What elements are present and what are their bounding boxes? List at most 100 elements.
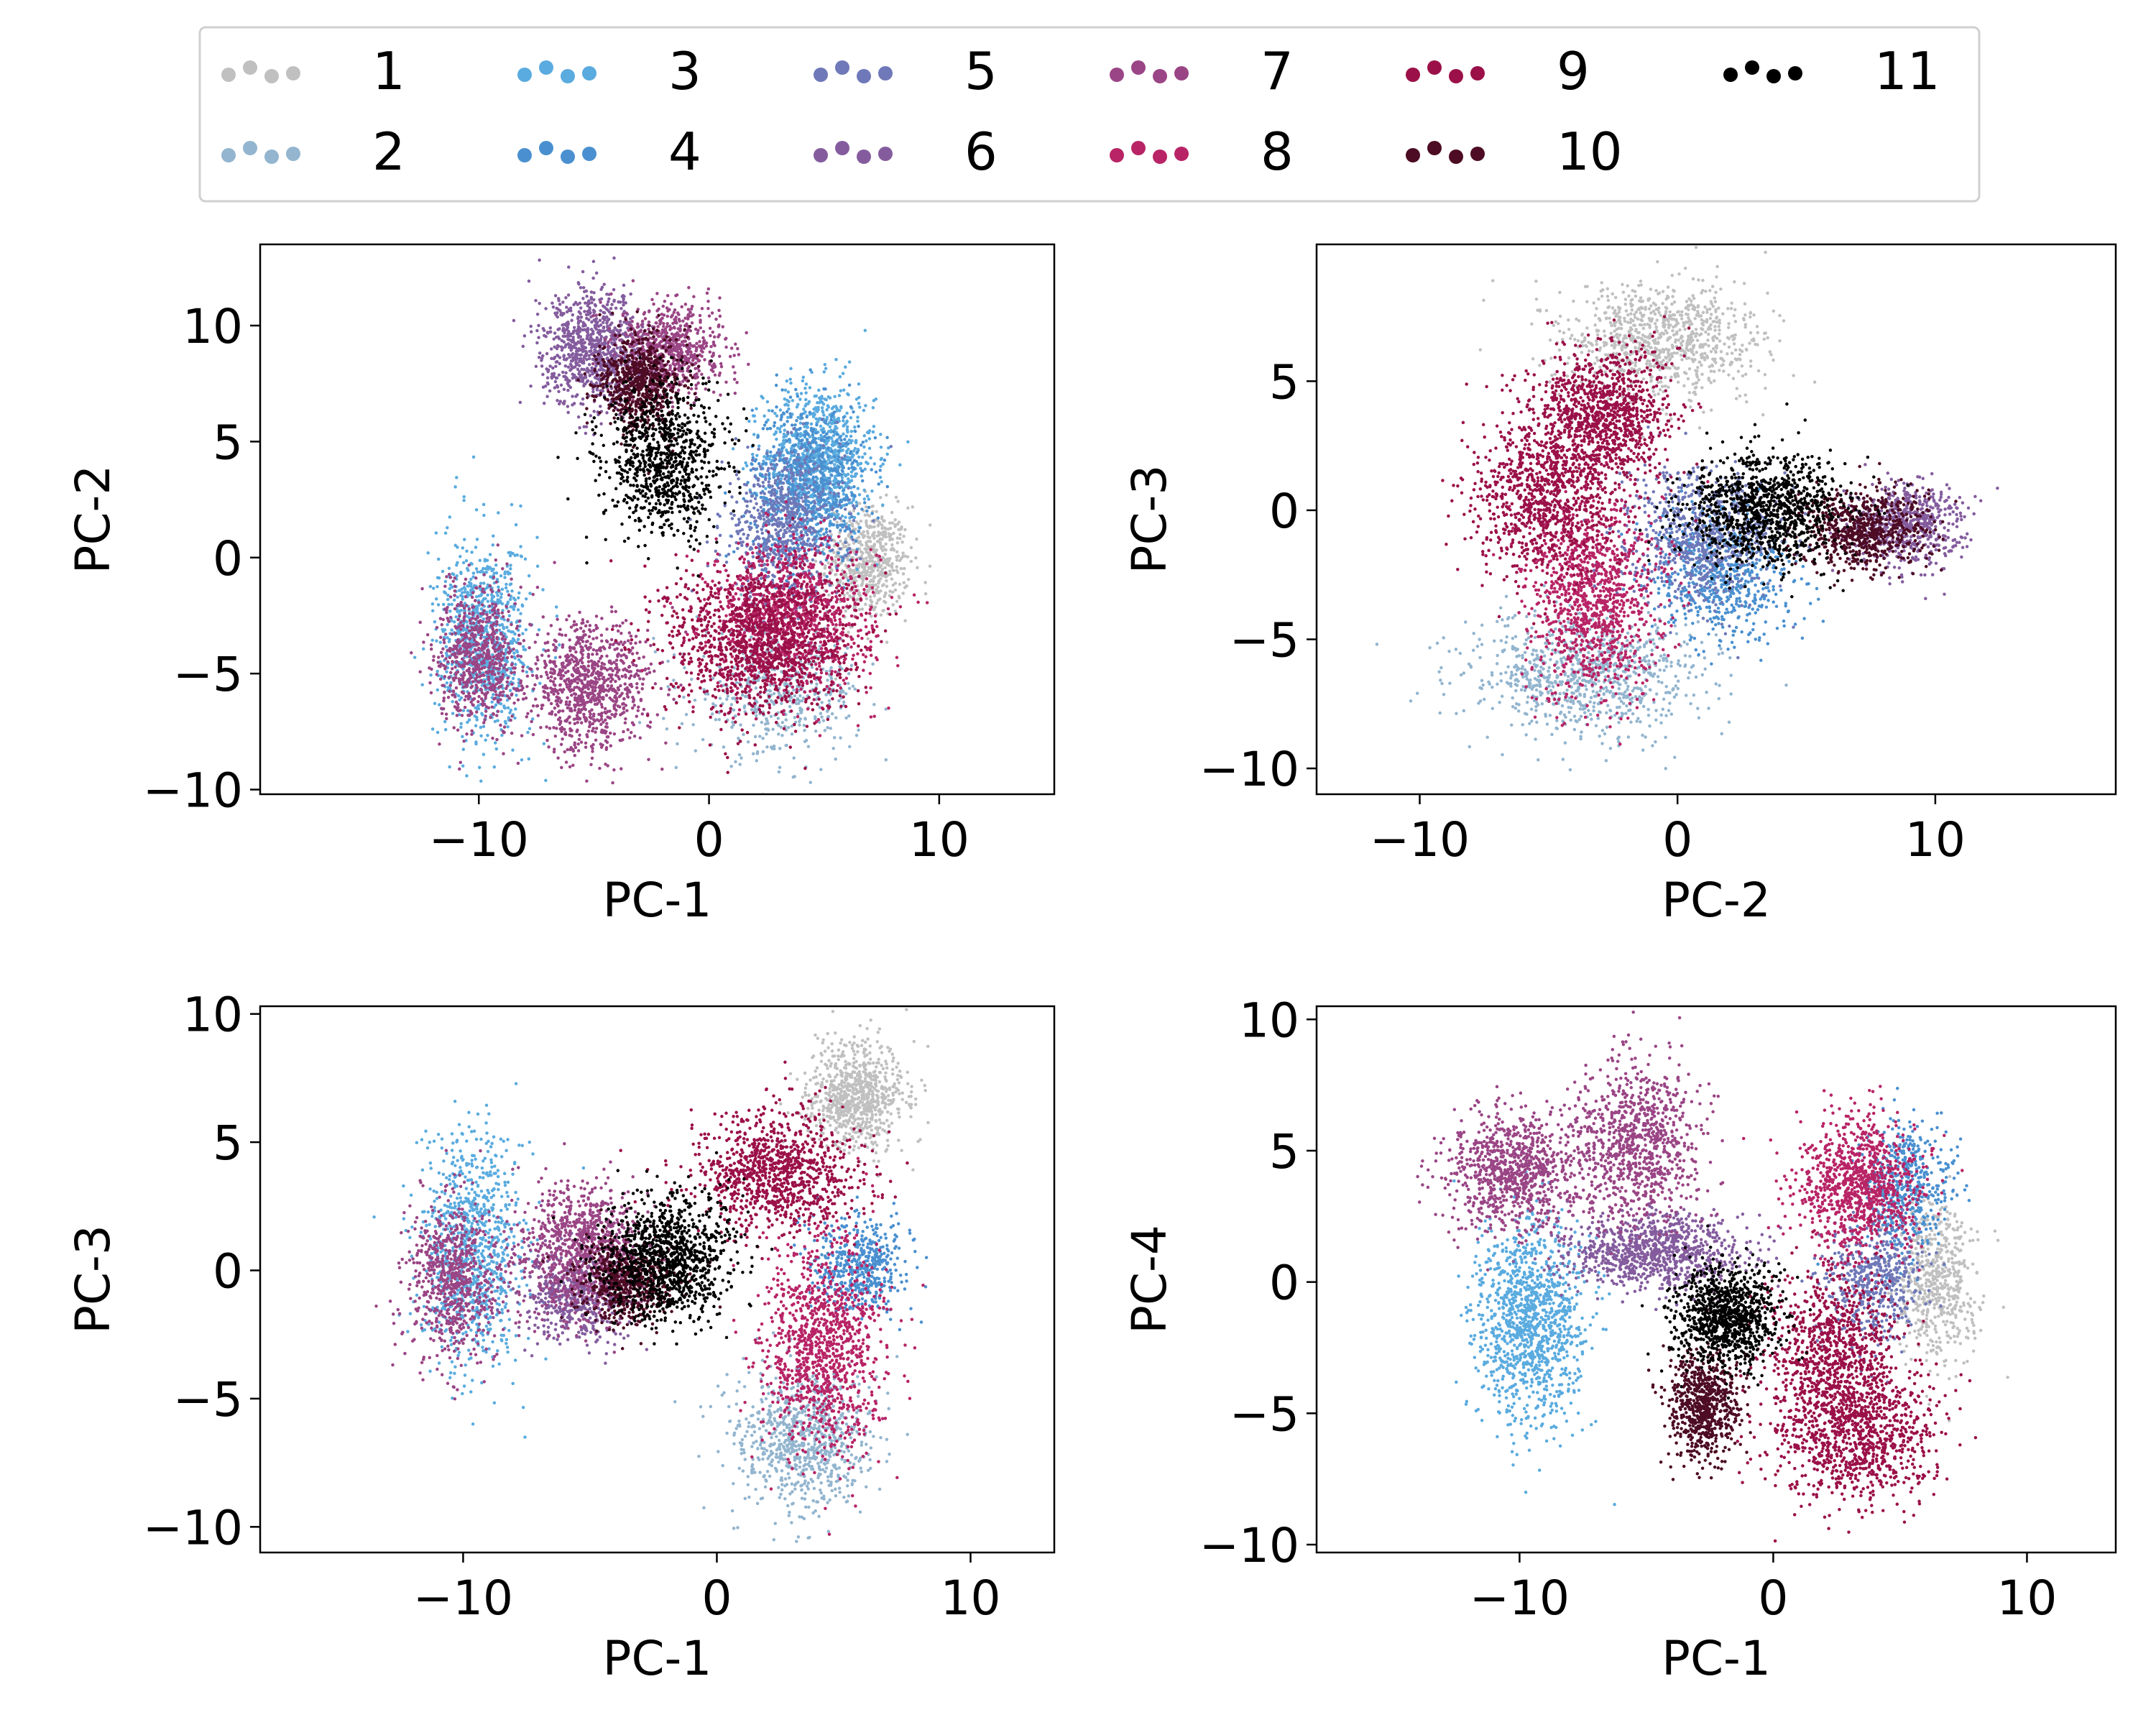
series-5-points [685, 418, 893, 656]
legend-marker [1153, 69, 1167, 83]
legend-marker [1766, 69, 1781, 83]
series-3-points [372, 1082, 586, 1439]
legend-marker [1174, 66, 1189, 80]
legend-label: 10 [1557, 121, 1623, 182]
legend-marker [1470, 147, 1485, 161]
axes-frame [1315, 243, 2117, 796]
x-axis-label: PC-2 [1662, 873, 1771, 928]
legend-marker [1745, 60, 1759, 75]
panel-pc2-pc3: −10 0 10 −10 −5 0 5 PC-2 PC-3 [1122, 243, 2117, 928]
legend-marker [878, 66, 893, 80]
legend-marker [517, 148, 532, 162]
y-tick-label: 5 [1269, 354, 1299, 410]
x-tick-label: −10 [1370, 812, 1470, 868]
legend-marker [582, 66, 596, 80]
legend-marker [243, 141, 257, 155]
axes-frame [1315, 1005, 2117, 1554]
legend-marker [1788, 66, 1802, 80]
legend-marker [221, 68, 236, 82]
series-11-points [556, 356, 755, 578]
legend-marker [835, 141, 849, 155]
scatter-points [1375, 245, 1999, 772]
legend-label: 8 [1261, 121, 1294, 182]
legend-item-4: 4 [517, 121, 701, 182]
legend-marker [878, 147, 893, 161]
y-tick-label: −10 [143, 763, 243, 819]
y-tick-label: −10 [1199, 742, 1299, 797]
legend-marker [539, 60, 553, 75]
legend-marker [243, 60, 257, 75]
legend-marker [857, 150, 871, 164]
axes-frame [259, 243, 1056, 796]
legend-marker [1406, 68, 1420, 82]
legend-marker [814, 148, 828, 162]
series-11-points [551, 1151, 774, 1346]
legend-item-1: 1 [221, 41, 405, 101]
series-11-points [1640, 1224, 1812, 1400]
legend-marker [1406, 148, 1420, 162]
legend-marker [1449, 69, 1463, 83]
series-8-points [1741, 1085, 1964, 1294]
legend-marker [264, 150, 279, 164]
series-1-points [1478, 245, 1817, 439]
legend-label: 11 [1874, 41, 1940, 101]
x-axis-label: PC-1 [603, 1631, 712, 1686]
legend-marker [561, 150, 575, 164]
x-tick-label: −10 [429, 812, 529, 868]
panel-pc1-pc4: −10 0 10 −10 −5 0 5 10 PC-1 PC-4 [1122, 993, 2117, 1686]
y-tick-label: 5 [1269, 1124, 1299, 1179]
x-tick-label: 0 [701, 1570, 732, 1626]
legend-frame [198, 26, 1981, 203]
series-9-points [1736, 1218, 1978, 1543]
legend-marker [539, 141, 553, 155]
legend-marker [286, 147, 300, 161]
legend-item-6: 6 [814, 121, 998, 182]
series-8-points [1491, 446, 1710, 746]
legend-marker [264, 69, 279, 83]
y-tick-label: −10 [1199, 1518, 1299, 1573]
y-tick-label: 5 [213, 415, 243, 470]
axes-frame [259, 1005, 1056, 1554]
legend-marker [1427, 141, 1442, 155]
y-tick-label: 10 [1239, 993, 1299, 1048]
series-9-points [609, 517, 898, 774]
legend-marker [814, 68, 828, 82]
legend-label: 5 [964, 41, 998, 101]
legend-label: 1 [372, 41, 405, 101]
legend-marker [286, 66, 300, 80]
legend-marker [1449, 150, 1463, 164]
y-axis-label: PC-3 [1122, 465, 1177, 574]
x-tick-label: 10 [1996, 1570, 2057, 1626]
y-tick-label: 5 [213, 1116, 243, 1171]
series-10-points [1646, 1308, 1760, 1481]
legend: 1 2 3 4 5 6 7 8 9 10 11 [198, 26, 1981, 203]
panel-pc1-pc2: −10 0 10 −10 −5 0 5 10 PC-1 PC-2 [65, 243, 1056, 928]
series-9-points [1441, 315, 1703, 625]
scatter-points [410, 256, 932, 794]
y-axis-label: PC-4 [1122, 1225, 1177, 1334]
y-tick-label: 0 [1269, 484, 1299, 539]
legend-marker [1723, 68, 1738, 82]
legend-item-7: 7 [1110, 41, 1294, 101]
x-tick-label: 10 [1905, 812, 1966, 868]
x-axis-label: PC-1 [603, 873, 712, 928]
x-tick-label: 10 [941, 1570, 1001, 1626]
y-tick-label: −5 [173, 647, 243, 702]
y-tick-label: 0 [1269, 1256, 1299, 1311]
legend-marker [1153, 150, 1167, 164]
x-tick-label: 10 [909, 812, 969, 868]
series-1-points [779, 1008, 930, 1178]
legend-item-8: 8 [1110, 121, 1294, 182]
x-tick-label: 0 [1662, 812, 1692, 868]
y-axis-label: PC-2 [65, 465, 121, 574]
legend-item-2: 2 [221, 121, 405, 182]
legend-item-3: 3 [517, 41, 701, 101]
x-tick-label: −10 [1470, 1570, 1570, 1626]
x-tick-label: −10 [413, 1570, 513, 1626]
legend-label: 3 [668, 41, 701, 101]
series-9-points [619, 1060, 909, 1265]
y-tick-label: −10 [143, 1500, 243, 1555]
legend-marker [561, 69, 575, 83]
legend-marker [1470, 66, 1485, 80]
